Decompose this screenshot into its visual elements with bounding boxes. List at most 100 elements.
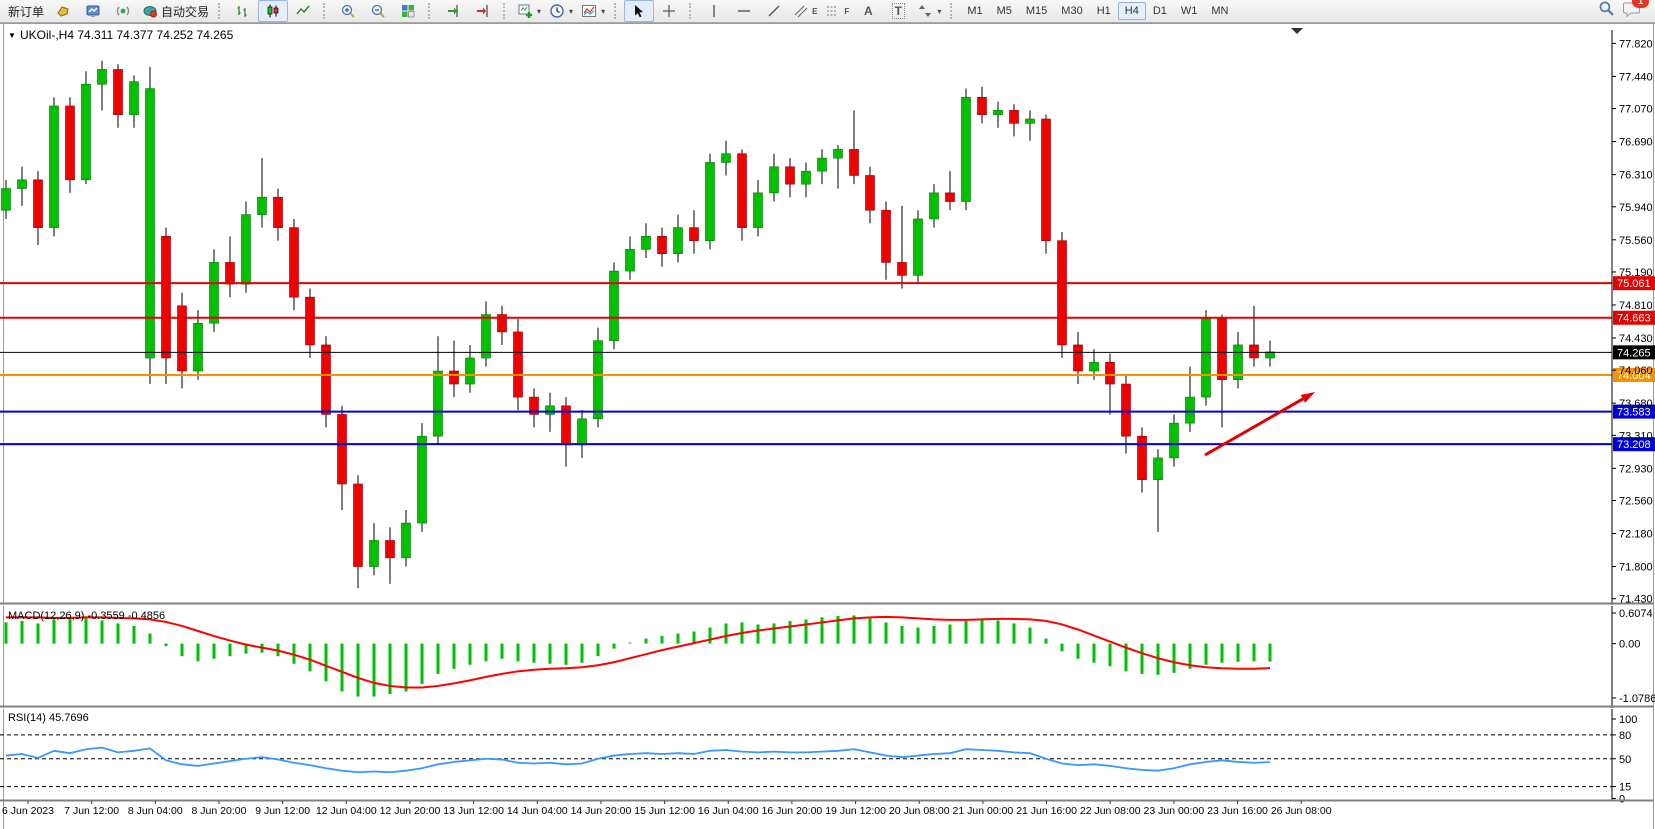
signal-icon[interactable] [108, 0, 138, 22]
fibonacci-button[interactable]: F [821, 0, 853, 22]
bar-chart-button[interactable] [228, 0, 258, 22]
candle [1185, 396, 1195, 424]
candle [785, 166, 795, 185]
toolbar-separator[interactable] [503, 3, 508, 19]
tab-timeframe-MN[interactable]: MN [1211, 5, 1229, 17]
candle [737, 153, 747, 228]
timeframe-group: M1 M5 M15 M30 H1 H4 D1 W1 MN [960, 2, 1235, 20]
macd-signal-line [6, 615, 1271, 689]
chart-window: 75.061 74.663 74.265 74.004 73.583 73.208 77.8… [0, 23, 1655, 829]
candle [257, 196, 267, 215]
toolbar-separator[interactable] [218, 3, 223, 19]
candle [961, 96, 971, 202]
svg-text:15 Jun 12:00: 15 Jun 12:00 [634, 805, 695, 817]
tab-timeframe-M5[interactable]: M5 [996, 5, 1012, 17]
toolbar-separator[interactable] [950, 3, 955, 19]
autotrading-button[interactable]: 自动交易 [138, 0, 213, 22]
tab-timeframe-M30[interactable]: M30 [1061, 5, 1083, 17]
svg-text:71.800: 71.800 [1619, 562, 1653, 574]
candlestick-chart-button[interactable] [258, 0, 289, 22]
svg-text:73.583: 73.583 [1617, 407, 1651, 419]
svg-text:74.663: 74.663 [1617, 313, 1651, 325]
candle [721, 153, 731, 163]
candle [17, 179, 27, 189]
zoom-out-button[interactable] [363, 0, 393, 22]
indicators-button[interactable]: ▾ [577, 0, 609, 22]
vertical-line-button[interactable] [699, 0, 729, 22]
svg-text:9 Jun 12:00: 9 Jun 12:00 [255, 805, 310, 817]
label-letter: T [891, 3, 905, 19]
candle [993, 110, 1003, 115]
community-icon[interactable] [78, 0, 108, 22]
crosshair-button[interactable] [654, 0, 684, 22]
toolbar-separator[interactable] [689, 3, 694, 19]
autotrading-icon [143, 6, 158, 18]
candle [1025, 118, 1035, 124]
tab-timeframe-M15[interactable]: M15 [1025, 5, 1048, 17]
chart-shift-button[interactable] [468, 0, 498, 22]
candle [641, 236, 651, 250]
chevron-down-icon: ▾ [937, 6, 942, 16]
tab-timeframe-W1[interactable]: W1 [1180, 5, 1198, 17]
candle [241, 214, 251, 285]
price-chart-canvas[interactable]: 75.061 74.663 74.265 74.004 73.583 73.208 77.8… [0, 23, 1655, 829]
candle [593, 340, 603, 420]
zoom-in-button[interactable] [333, 0, 363, 22]
candle [177, 305, 187, 372]
chat-icon[interactable]: 1 [1623, 0, 1649, 22]
line-chart-button[interactable] [288, 0, 318, 22]
text-label-button[interactable]: T [883, 0, 913, 22]
annotation-arrow [1204, 397, 1304, 457]
candle [337, 414, 347, 485]
candle [497, 314, 507, 333]
tab-timeframe-H1[interactable]: H1 [1096, 5, 1111, 17]
toolbar: 新订单 自动交易 [0, 0, 1655, 23]
svg-text:19 Jun 12:00: 19 Jun 12:00 [825, 805, 886, 817]
search-icon[interactable] [1598, 0, 1615, 22]
macd-label: MACD(12,26,9) -0.3559 -0.4856 [8, 610, 165, 622]
svg-text:72.930: 72.930 [1619, 463, 1653, 475]
horizontal-line-button[interactable] [729, 0, 759, 22]
candle [577, 418, 587, 446]
candle [513, 331, 523, 398]
candle [225, 262, 235, 285]
price-badge [1613, 368, 1655, 383]
autotrading-label: 自动交易 [161, 4, 210, 19]
tab-timeframe-D1[interactable]: D1 [1152, 5, 1167, 17]
time-axis: 6 Jun 2023 7 Jun 12:00 8 Jun 04:00 8 Jun 20… [2, 801, 1332, 817]
chart-shift-marker [1291, 28, 1303, 34]
tab-timeframe-M1[interactable]: M1 [967, 5, 983, 17]
toolbar-separator[interactable] [614, 3, 619, 19]
svg-text:0.00: 0.00 [1619, 639, 1640, 651]
candle [1217, 318, 1227, 381]
trendline-button[interactable] [759, 0, 789, 22]
auto-scroll-button[interactable] [438, 0, 468, 22]
toolbar-separator[interactable] [428, 3, 433, 19]
text-button[interactable]: A [853, 0, 883, 22]
candle [753, 192, 763, 228]
period-button[interactable]: ▾ [545, 0, 577, 22]
arrows-button[interactable]: ▾ [913, 0, 945, 22]
tile-windows-button[interactable] [393, 0, 423, 22]
svg-text:75.190: 75.190 [1619, 267, 1653, 279]
candle [417, 435, 427, 524]
svg-text:▼: ▼ [8, 31, 16, 40]
svg-text:23 Jun 16:00: 23 Jun 16:00 [1207, 805, 1268, 817]
cursor-button[interactable] [624, 0, 655, 22]
toolbar-separator[interactable] [323, 3, 328, 19]
svg-text:0.6074: 0.6074 [1619, 608, 1653, 620]
candle [705, 162, 715, 241]
new-chart-button[interactable]: ▾ [513, 0, 545, 22]
channel-button[interactable]: E [789, 0, 821, 22]
text-letter: A [863, 4, 873, 18]
rsi-panel: 1008050150RSI(14) 45.7696 [0, 712, 1637, 806]
gold-icon[interactable] [48, 0, 78, 22]
price-badge [1613, 310, 1655, 325]
notification-badge: 1 [1632, 0, 1649, 8]
candle [113, 69, 123, 115]
candle [369, 540, 379, 567]
candle [849, 149, 859, 176]
new-order-button[interactable]: 新订单 [4, 0, 48, 22]
tab-timeframe-H4[interactable]: H4 [1117, 2, 1146, 20]
candle [1041, 118, 1051, 241]
